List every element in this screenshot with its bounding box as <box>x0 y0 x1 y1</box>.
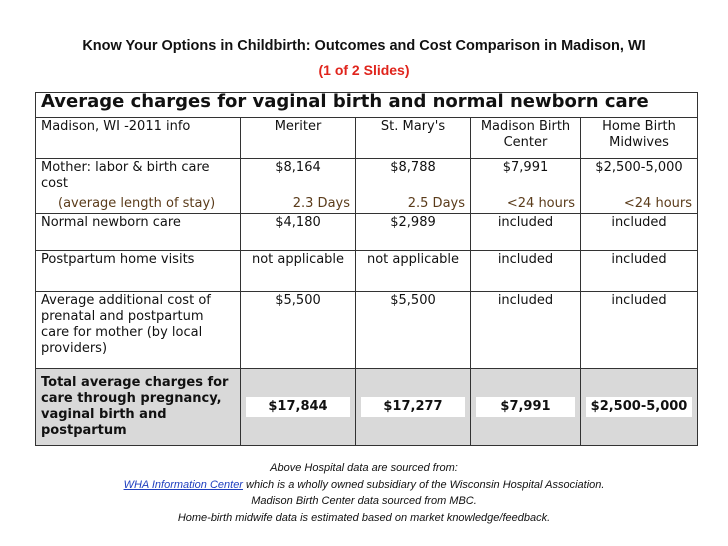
total-value: $2,500-5,000 <box>586 397 693 417</box>
link[interactable]: WHA Information Center <box>123 478 243 491</box>
header-cell: Meriter <box>240 117 356 159</box>
footer-line: Home-birth midwife data is estimated bas… <box>177 511 551 524</box>
total-value: $17,277 <box>361 397 465 417</box>
table-cell: included <box>470 213 581 251</box>
table-cell: included <box>470 250 581 292</box>
header-cell: Madison, WI -2011 info <box>35 117 241 159</box>
subtitle: (1 of 2 Slides) <box>318 62 410 78</box>
table-cell: not applicable <box>355 250 471 292</box>
header-cell: Home Birth Midwives <box>579 117 699 159</box>
header-row: Madison, WI -2011 info Meriter St. Mary'… <box>35 117 699 159</box>
table-cell: $2,989 <box>355 213 471 251</box>
table-title: Average charges for vaginal birth and no… <box>34 92 699 118</box>
table-cell: $7,991 <box>470 368 581 446</box>
footer-text: which is a wholly owned subsidiary of th… <box>246 478 605 491</box>
total-value: $17,844 <box>246 397 350 417</box>
table-cell: <24 hours <box>579 195 699 214</box>
table: Average charges for vaginal birth and no… <box>34 92 699 446</box>
footer: Above Hospital data are sourced from: WH… <box>0 460 728 526</box>
row-label: Normal newborn care <box>35 213 241 251</box>
header-cell: St. Mary's <box>355 117 471 159</box>
table-cell: $8,788 <box>355 158 471 195</box>
row-label: Postpartum home visits <box>35 250 241 292</box>
row-label: Total average charges for care through p… <box>35 368 241 446</box>
table-cell: $5,500 <box>240 291 356 369</box>
table-cell: 2.3 Days <box>240 195 356 214</box>
table-cell: included <box>579 291 699 369</box>
table-row: Average additional cost of prenatal and … <box>35 291 699 369</box>
table-cell: $17,844 <box>240 368 356 446</box>
table-cell: not applicable <box>240 250 356 292</box>
table-cell: $17,277 <box>355 368 471 446</box>
footer-line: WHA Information Center which is a wholly… <box>0 477 728 494</box>
table-row: Normal newborn care $4,180 $2,989 included i… <box>35 213 699 251</box>
table-cell: included <box>579 250 699 292</box>
table-row: (average length of stay) 2.3 Days 2.5 Days… <box>35 195 699 214</box>
table-row: Mother: labor & birth care cost $8,164 $8,… <box>35 158 699 195</box>
table-title-row: Average charges for vaginal birth and no… <box>34 92 699 118</box>
title: Know Your Options in Childbirth: Outcome… <box>82 38 646 54</box>
table-cell: $2,500-5,000 <box>579 158 699 195</box>
footer-line: Madison Birth Center data sourced from M… <box>251 495 477 507</box>
footer-line: Above Hospital data are sourced from: <box>270 462 458 474</box>
table-cell: $2,500-5,000 <box>579 368 699 446</box>
table-cell: $7,991 <box>470 158 581 195</box>
table-cell: $8,164 <box>240 158 356 195</box>
table-row: Postpartum home visits not applicable not … <box>35 250 699 292</box>
table-cell: included <box>470 291 581 369</box>
total-value: $7,991 <box>476 397 575 417</box>
table-row: Total average charges for care through p… <box>35 368 699 446</box>
table-cell: $4,180 <box>240 213 356 251</box>
row-label: Mother: labor & birth care cost <box>35 158 241 195</box>
row-label: Average additional cost of prenatal and … <box>35 291 241 369</box>
table-cell: <24 hours <box>470 195 581 214</box>
table-cell: 2.5 Days <box>355 195 471 214</box>
table-cell: $5,500 <box>355 291 471 369</box>
header-cell: Madison Birth Center <box>470 117 581 159</box>
row-label: (average length of stay) <box>35 195 241 214</box>
table-cell: included <box>579 213 699 251</box>
